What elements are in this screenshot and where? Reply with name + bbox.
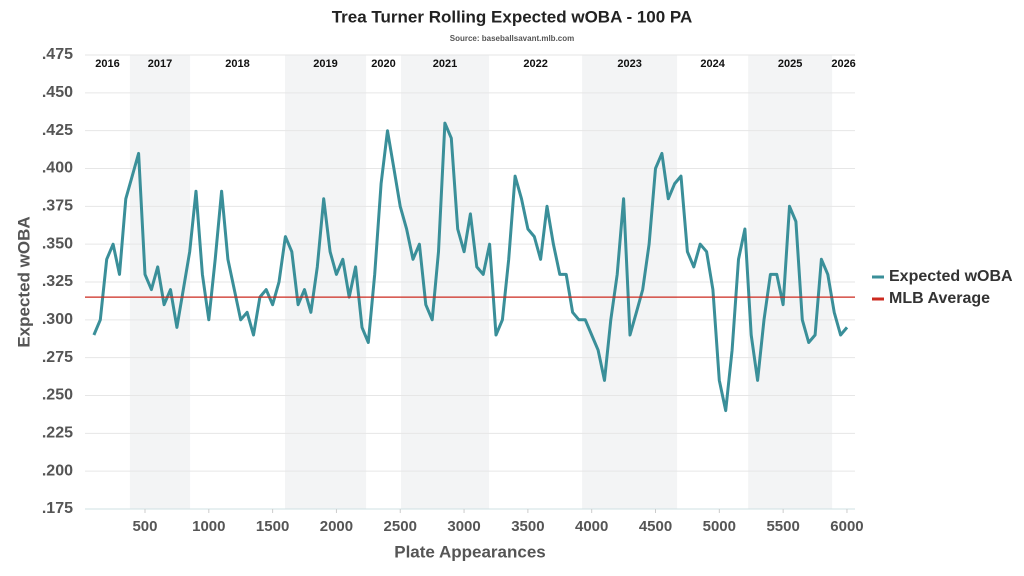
- legend: Expected wOBA MLB Average: [872, 268, 1013, 307]
- season-label: 2017: [148, 58, 172, 70]
- season-label: 2025: [778, 58, 802, 70]
- season-label: 2016: [95, 58, 119, 70]
- grid: .175 .200 .225 .250 .275 .300 .325 .350 .375 .400…: [42, 46, 864, 535]
- y-tick-label: .325: [42, 273, 73, 290]
- y-tick-label: .275: [42, 349, 73, 366]
- x-axis-label: Plate Appearances: [394, 542, 546, 561]
- x-tick-label: 4000: [575, 518, 608, 535]
- series-line: [92, 121, 849, 413]
- x-tick-label: 2000: [320, 518, 353, 535]
- y-tick-label: .175: [42, 500, 73, 517]
- x-tick-label: 6000: [830, 518, 863, 535]
- x-tick-label: 1000: [192, 518, 225, 535]
- season-label: 2018: [225, 58, 249, 70]
- chart-subtitle: Source: baseballsavant.mlb.com: [450, 34, 575, 43]
- y-tick-label: .400: [42, 160, 73, 177]
- x-tick-label: 3500: [511, 518, 544, 535]
- y-tick-label: .200: [42, 462, 73, 479]
- x-tick-label: 5000: [703, 518, 736, 535]
- y-tick-label: .425: [42, 122, 73, 139]
- x-tick-label: 1500: [256, 518, 289, 535]
- season-label: 2024: [700, 58, 725, 70]
- season-label: 2020: [371, 58, 395, 70]
- season-label: 2026: [831, 58, 855, 70]
- chart-title: Trea Turner Rolling Expected wOBA - 100 …: [332, 7, 693, 26]
- y-tick-label: .250: [42, 387, 73, 404]
- y-tick-label: .300: [42, 311, 73, 328]
- x-tick-label: 4500: [639, 518, 672, 535]
- plot: [85, 121, 855, 413]
- y-axis-label: Expected wOBA: [14, 216, 33, 347]
- season-label: 2023: [617, 58, 641, 70]
- y-tick-label: .450: [42, 84, 73, 101]
- x-tick-label: 500: [132, 518, 157, 535]
- season-label: 2019: [313, 58, 337, 70]
- y-tick-label: .475: [42, 46, 73, 63]
- y-tick-label: .375: [42, 198, 73, 215]
- season-label: 2021: [433, 58, 457, 70]
- season-label: 2022: [523, 58, 547, 70]
- y-tick-label: .225: [42, 425, 73, 442]
- x-tick-label: 5500: [766, 518, 799, 535]
- legend-label: MLB Average: [889, 290, 990, 307]
- x-tick-label: 3000: [447, 518, 480, 535]
- x-tick-label: 2500: [384, 518, 417, 535]
- y-tick-label: .350: [42, 235, 73, 252]
- legend-label: Expected wOBA: [889, 268, 1013, 285]
